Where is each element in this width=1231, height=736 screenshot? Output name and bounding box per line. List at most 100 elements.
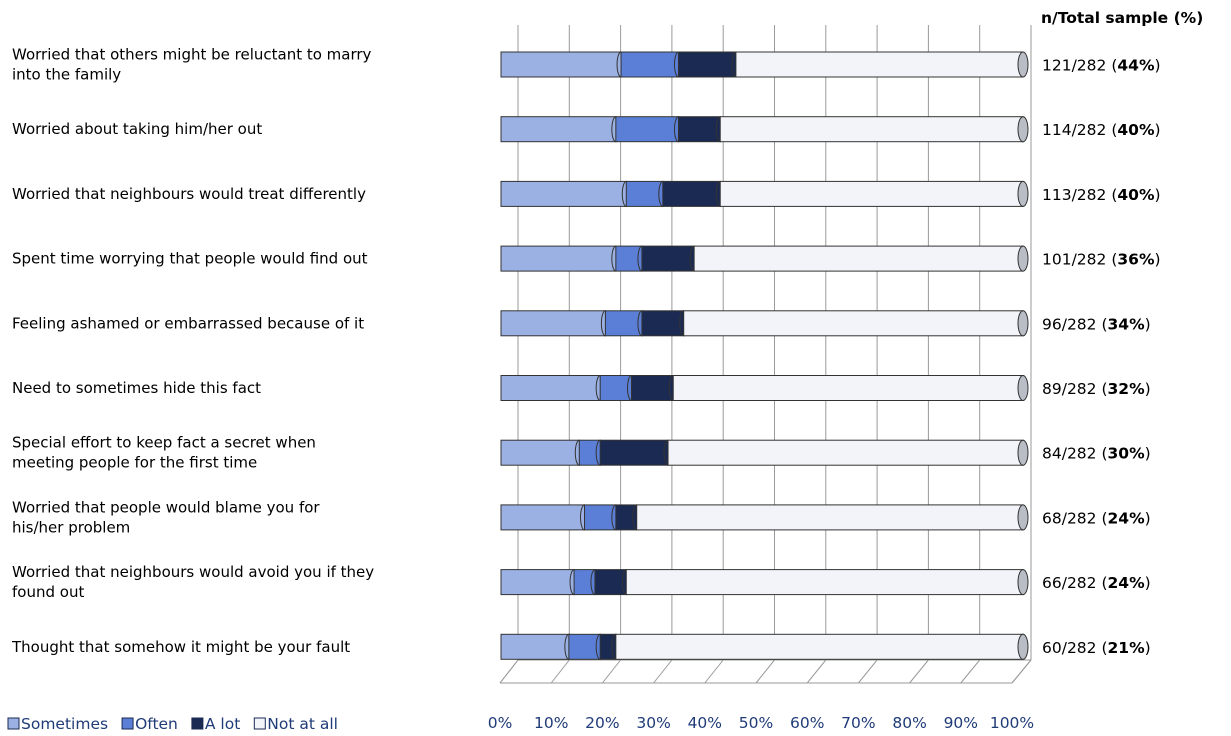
x-tick-label: 90% [944, 714, 978, 732]
bar-segment-often [615, 116, 679, 143]
bar-segment-often [625, 180, 664, 207]
floor-gridline [602, 659, 621, 684]
category-label: Spent time worrying that people would fi… [12, 250, 368, 268]
bar-segment-sometimes [500, 310, 606, 337]
sample-count: 113/282 ( [1042, 186, 1117, 204]
bars [500, 51, 1029, 660]
bar-segment-a-lot [641, 245, 695, 272]
floor-gridline [909, 659, 929, 684]
legend-label: Not at all [267, 715, 338, 733]
bar-end-cap [1017, 633, 1029, 660]
sample-close-paren: ) [1145, 445, 1151, 463]
legend-label: Often [135, 715, 178, 733]
x-tick-label: 100% [990, 714, 1034, 732]
sample-percent: 24% [1108, 574, 1146, 592]
x-tick-label: 20% [585, 714, 619, 732]
category-label: Special effort to keep fact a secret whe… [12, 434, 316, 452]
bar-segment-sometimes [500, 180, 627, 207]
sample-percent: 34% [1108, 315, 1146, 333]
floor-gridline [499, 659, 519, 684]
category-label: Thought that somehow it might be your fa… [11, 638, 350, 656]
floor-gridline [550, 659, 570, 684]
bar-end-cap [1017, 439, 1029, 466]
x-axis-ticks: 0% 10% 20% 30% 40% 50% 60% 70% 80% 90% 100% [488, 714, 1034, 732]
legend-swatch [253, 717, 266, 730]
sample-percent: 24% [1108, 509, 1146, 527]
legend-swatch [121, 717, 134, 730]
bar-segment-often [604, 310, 643, 337]
sample-total-label: 96/282 (34%) [1042, 315, 1151, 333]
sample-count: 68/282 ( [1042, 509, 1108, 527]
sample-close-paren: ) [1154, 121, 1160, 139]
floor-gridline [858, 659, 878, 684]
floor-gridline [653, 659, 673, 684]
sample-close-paren: ) [1145, 574, 1151, 592]
sample-percent: 44% [1117, 57, 1155, 75]
bar-end-cap [1017, 504, 1029, 531]
category-label: Worried that neighbours would treat diff… [12, 185, 366, 203]
sample-percent: 40% [1117, 186, 1155, 204]
bar-end-cap [1017, 51, 1029, 78]
sample-count: 114/282 ( [1042, 121, 1117, 139]
sample-total-label: 89/282 (32%) [1042, 380, 1151, 398]
sample-count: 89/282 ( [1042, 380, 1108, 398]
category-label: Worried about taking him/her out [12, 120, 262, 138]
x-tick-label: 0% [488, 714, 513, 732]
sample-percent: 40% [1117, 121, 1155, 139]
bar-segment-not-at-all [693, 245, 1024, 272]
bar-segment-not-at-all [667, 439, 1024, 466]
bar-segment-a-lot [677, 116, 721, 143]
sample-total-label: 121/282 (44%) [1042, 57, 1161, 75]
sample-count: 96/282 ( [1042, 315, 1108, 333]
x-tick-label: 40% [688, 714, 722, 732]
bar-end-cap [1017, 375, 1029, 401]
bar-segment-sometimes [500, 439, 580, 466]
sample-percent: 36% [1117, 251, 1155, 269]
sample-total-label: 60/282 (21%) [1042, 639, 1151, 657]
bar-segment-not-at-all [636, 504, 1024, 531]
floor-gridline [960, 659, 981, 684]
sample-total-label: 68/282 (24%) [1042, 509, 1151, 527]
sample-count: 66/282 ( [1042, 574, 1108, 592]
bar-segment-a-lot [641, 310, 685, 337]
sample-totals: 121/282 (44%)114/282 (40%)113/282 (40%)1… [1041, 9, 1203, 657]
bar-segment-not-at-all [735, 51, 1024, 78]
x-tick-label: 30% [636, 714, 670, 732]
sample-percent: 32% [1108, 380, 1146, 398]
sample-count: 121/282 ( [1042, 57, 1117, 75]
bar-segment-often [620, 51, 679, 78]
bar-segment-often [599, 375, 632, 401]
bar-segment-not-at-all [615, 633, 1024, 660]
x-tick-label: 80% [892, 714, 926, 732]
bar-segment-a-lot [631, 375, 674, 401]
x-tick-label: 50% [739, 714, 773, 732]
sample-close-paren: ) [1145, 315, 1151, 333]
bar-segment-not-at-all [672, 375, 1024, 401]
sample-total-label: 66/282 (24%) [1042, 574, 1151, 592]
category-label: Worried that people would blame you for [12, 498, 320, 516]
bar-segment-sometimes [500, 633, 570, 660]
sample-count: 84/282 ( [1042, 445, 1108, 463]
x-tick-label: 10% [534, 714, 568, 732]
bar-segment-a-lot [599, 439, 669, 466]
sample-count: 60/282 ( [1042, 639, 1108, 657]
sample-close-paren: ) [1145, 509, 1151, 527]
category-label: Need to sometimes hide this fact [12, 379, 261, 397]
floor-gridline [755, 659, 775, 684]
category-label: meeting people for the first time [12, 454, 257, 472]
bar-segment-not-at-all [683, 310, 1024, 337]
legend-label: A lot [205, 715, 240, 733]
bar-end-cap [1017, 310, 1029, 337]
legend-swatch [7, 717, 20, 730]
bar-segment-often [568, 633, 601, 660]
bar-end-cap [1017, 245, 1029, 272]
sample-count: 101/282 ( [1042, 251, 1117, 269]
category-label: Worried that others might be reluctant t… [12, 46, 372, 64]
bar-segment-not-at-all [719, 116, 1024, 143]
sample-close-paren: ) [1154, 57, 1160, 75]
x-tick-label: 70% [841, 714, 875, 732]
floor-gridline [1011, 659, 1032, 684]
legend: Sometimes Often A lot Not at all [7, 715, 338, 733]
bar-segment-sometimes [500, 245, 617, 272]
bar-segment-sometimes [500, 375, 601, 401]
